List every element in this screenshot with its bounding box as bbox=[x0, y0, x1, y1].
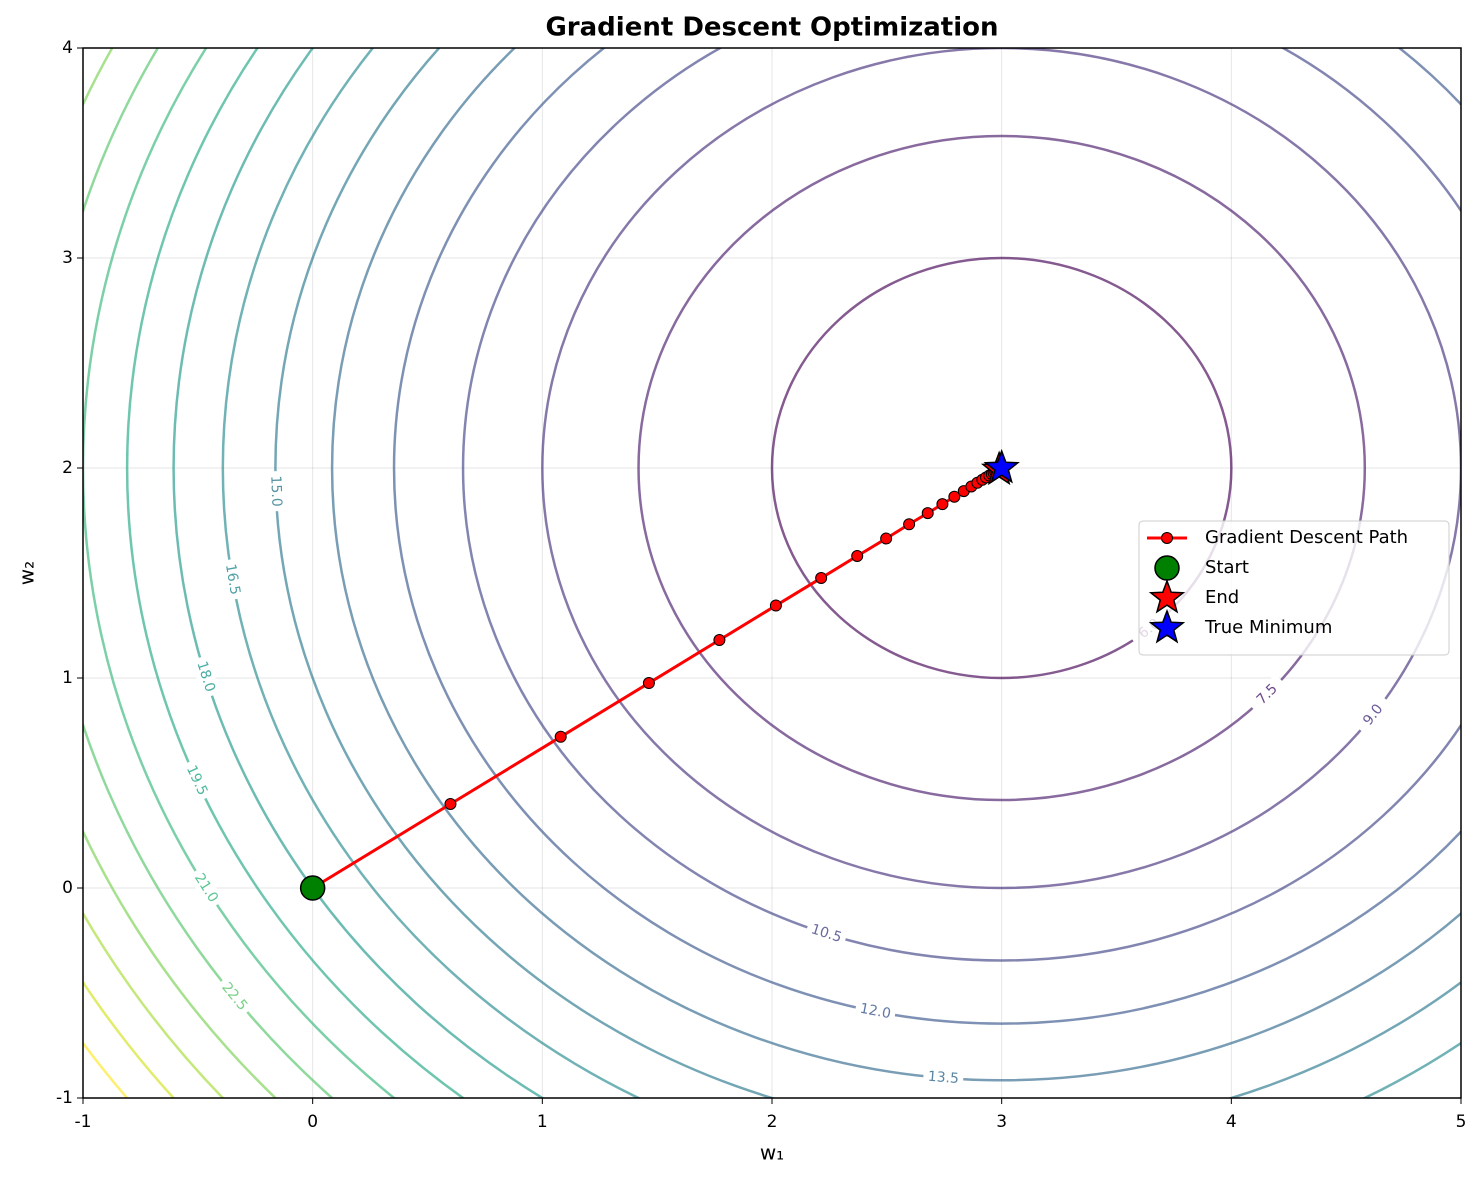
contour-label-gap bbox=[922, 1067, 964, 1089]
contour-line bbox=[541, 48, 1461, 890]
plot-frame bbox=[82, 47, 1462, 1099]
contour-line bbox=[392, 48, 1461, 1025]
star-point bbox=[983, 448, 1020, 484]
contour-label-gap bbox=[220, 558, 245, 601]
marks bbox=[299, 448, 1020, 901]
legend-marker bbox=[1161, 532, 1173, 544]
path-point bbox=[921, 507, 934, 520]
y-tick-label: 2 bbox=[62, 458, 73, 478]
path-point bbox=[642, 677, 655, 690]
legend-label: True Minimum bbox=[1204, 617, 1332, 638]
path-point bbox=[936, 498, 949, 511]
contour-line bbox=[637, 134, 1367, 802]
contour-label-gap bbox=[853, 998, 897, 1025]
contour-label: 15.0 bbox=[267, 475, 284, 507]
x-tick-label: 1 bbox=[537, 1112, 548, 1132]
contour-line bbox=[126, 48, 466, 1098]
x-axis-label: w₁ bbox=[760, 1141, 784, 1165]
path-point bbox=[903, 518, 916, 531]
y-tick-label: 4 bbox=[62, 38, 73, 58]
path-point bbox=[554, 730, 567, 743]
contour-line bbox=[274, 48, 1461, 1098]
contour-label-gap bbox=[266, 470, 286, 512]
legend: Gradient Descent Path Start End True Minimu… bbox=[1138, 520, 1450, 656]
contour-line bbox=[331, 48, 1461, 1082]
y-tick-label: -1 bbox=[56, 1088, 73, 1108]
x-tick-label: 2 bbox=[767, 1112, 778, 1132]
path-point bbox=[769, 599, 782, 612]
legend-box bbox=[1138, 520, 1450, 656]
legend-marker bbox=[1148, 608, 1186, 644]
contour-line bbox=[221, 48, 1461, 1098]
legend-label: End bbox=[1205, 587, 1239, 608]
y-tick-label: 1 bbox=[62, 668, 73, 688]
contour-line bbox=[172, 48, 1461, 1098]
x-tick-label: 4 bbox=[1226, 1112, 1237, 1132]
contour-label: 12.0 bbox=[859, 1001, 893, 1023]
legend-label: Start bbox=[1205, 557, 1249, 578]
contour-line bbox=[770, 256, 1233, 680]
y-axis-label: w₂ bbox=[15, 561, 39, 585]
x-tick-label: 0 bbox=[307, 1112, 318, 1132]
contour-label-gap bbox=[1246, 674, 1288, 715]
contour-label-gap bbox=[214, 975, 255, 1018]
contour-label: 16.5 bbox=[222, 563, 243, 596]
chart-title: Gradient Descent Optimization bbox=[545, 13, 998, 43]
y-tick-label: 3 bbox=[62, 248, 73, 268]
x-tick-label: 5 bbox=[1456, 1112, 1467, 1132]
contour-label: 13.5 bbox=[927, 1069, 959, 1087]
contour-label-gap bbox=[191, 654, 221, 699]
contour-line bbox=[461, 48, 1461, 962]
legend-marker bbox=[1154, 555, 1180, 581]
path-point bbox=[880, 532, 893, 545]
path-point bbox=[444, 798, 457, 810]
descent-path bbox=[311, 468, 1000, 890]
path-point bbox=[713, 633, 726, 646]
path-point bbox=[815, 572, 828, 585]
contour-label-gap bbox=[1353, 693, 1393, 737]
legend-label: Gradient Descent Path bbox=[1205, 527, 1408, 548]
x-tick-label: 3 bbox=[996, 1112, 1007, 1132]
path-point bbox=[851, 549, 864, 562]
contour-label-gap bbox=[804, 919, 849, 949]
contour-label-gap bbox=[180, 758, 214, 803]
path-point bbox=[948, 490, 961, 503]
start-point bbox=[299, 875, 326, 901]
y-tick-label: 0 bbox=[62, 878, 73, 898]
contour-label-gap bbox=[187, 866, 225, 910]
x-tick-label: -1 bbox=[75, 1112, 92, 1132]
legend-marker bbox=[1148, 578, 1186, 614]
